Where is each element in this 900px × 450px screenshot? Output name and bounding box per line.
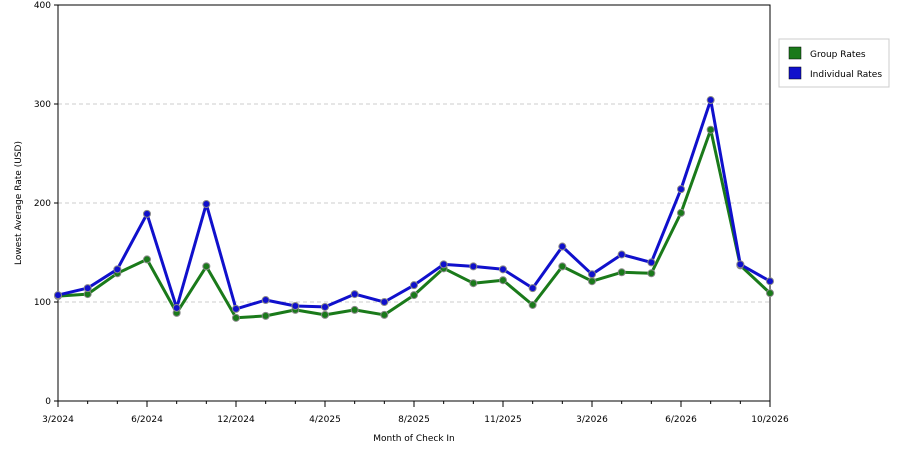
tick-labels: 0 100 200 300 400 3/2024 6/2024 12/2024 4/2025 8/…	[34, 1, 789, 425]
x-tick-label-0: 3/2024	[42, 415, 74, 425]
y-tick-label-0: 0	[45, 397, 51, 407]
point-group-rates-14	[469, 279, 478, 288]
point-individual-rates-15	[499, 265, 507, 274]
point-group-rates-12	[410, 291, 418, 300]
y-tick-label-300: 300	[34, 100, 51, 110]
series-line-individual-rates	[57, 98, 771, 311]
point-group-rates-11	[380, 310, 389, 319]
point-group-rates-17	[558, 262, 567, 271]
point-group-rates-19	[617, 268, 626, 277]
point-group-rates-5	[202, 262, 211, 271]
point-group-rates-7	[261, 311, 270, 320]
point-individual-rates-0	[54, 291, 62, 300]
point-group-rates-24	[766, 289, 774, 298]
x-tick-label-7: 6/2026	[665, 415, 697, 425]
series-line-group-rates	[57, 128, 772, 320]
legend-swatch-group-rates	[788, 46, 802, 60]
legend: Group Rates Individual Rates	[778, 38, 890, 88]
point-individual-rates-2	[113, 265, 122, 274]
point-individual-rates-7	[261, 296, 270, 305]
x-axis-title: Month of Check In	[373, 434, 455, 444]
point-group-rates-21	[677, 208, 685, 217]
point-individual-rates-19	[617, 250, 626, 259]
point-individual-rates-24	[766, 277, 774, 286]
point-group-rates-16	[528, 300, 537, 309]
point-individual-rates-23	[736, 260, 745, 269]
point-individual-rates-3	[143, 209, 151, 218]
point-individual-rates-12	[410, 281, 418, 290]
point-individual-rates-13	[439, 260, 448, 269]
point-individual-rates-10	[350, 290, 359, 299]
point-individual-rates-9	[321, 302, 329, 311]
x-tick-label-8: 10/2026	[751, 415, 789, 425]
point-group-rates-18	[588, 277, 596, 286]
point-individual-rates-1	[83, 284, 92, 293]
point-group-rates-6	[232, 313, 240, 322]
point-group-rates-9	[321, 310, 329, 319]
point-individual-rates-22	[706, 96, 715, 105]
x-tick-label-5: 11/2025	[484, 415, 521, 425]
point-group-rates-22	[706, 125, 715, 134]
x-tick-label-6: 3/2026	[576, 415, 608, 425]
point-group-rates-15	[499, 276, 507, 285]
x-tick-label-4: 8/2025	[398, 415, 430, 425]
axes	[54, 4, 771, 407]
x-tick-label-1: 6/2024	[131, 415, 163, 425]
y-axis-title: Lowest Average Rate (USD)	[14, 141, 24, 265]
point-individual-rates-16	[528, 284, 537, 293]
x-tick-label-3: 4/2025	[309, 415, 341, 425]
x-tick-label-2: 12/2024	[217, 415, 255, 425]
point-individual-rates-21	[677, 185, 685, 194]
point-individual-rates-5	[202, 199, 211, 208]
y-tick-label-200: 200	[34, 199, 51, 209]
point-individual-rates-17	[558, 242, 567, 251]
point-individual-rates-14	[469, 262, 478, 271]
point-group-rates-3	[143, 255, 151, 264]
series-lines	[54, 96, 774, 322]
point-individual-rates-18	[588, 270, 596, 279]
point-individual-rates-20	[647, 258, 656, 267]
point-individual-rates-11	[380, 298, 389, 306]
legend-label-individual-rates: Individual Rates	[810, 70, 882, 80]
point-individual-rates-4	[172, 303, 181, 312]
point-group-rates-10	[350, 305, 359, 314]
point-individual-rates-8	[291, 301, 300, 310]
legend-label-group-rates: Group Rates	[810, 50, 866, 60]
legend-swatch-individual-rates	[788, 66, 802, 80]
point-individual-rates-6	[232, 304, 240, 313]
y-tick-label-400: 400	[34, 1, 51, 11]
point-group-rates-20	[647, 269, 656, 278]
y-tick-label-100: 100	[34, 298, 51, 308]
